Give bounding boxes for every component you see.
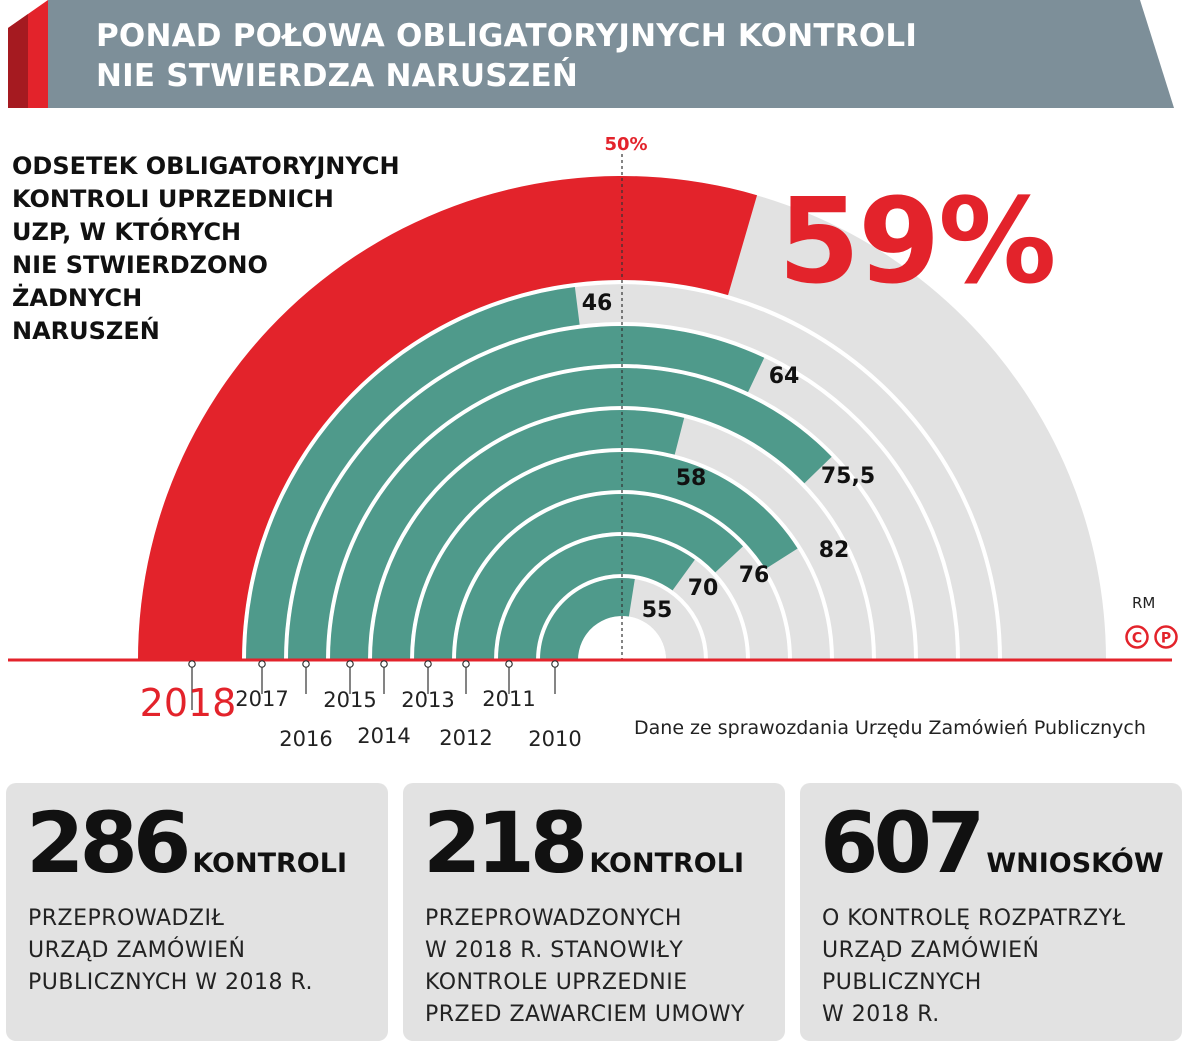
year-label-2013: 2013 bbox=[401, 688, 454, 712]
copyright-letter: C bbox=[1132, 631, 1142, 647]
chart-subtitle-line: KONTROLI UPRZEDNICH bbox=[12, 185, 334, 213]
value-label-2015: 75,5 bbox=[821, 464, 875, 489]
stat-description-line: PUBLICZNYCH W 2018 R. bbox=[28, 970, 313, 995]
year-label-2014: 2014 bbox=[357, 724, 410, 748]
stat-description-line: KONTROLE UPRZEDNIE bbox=[425, 970, 688, 995]
stat-description: O KONTROLĘ ROZPATRZYŁ URZĄD ZAMÓWIEŃ PUB… bbox=[822, 903, 1125, 1031]
stat-description-line: URZĄD ZAMÓWIEŃ bbox=[28, 938, 246, 963]
chart-subtitle-line: UZP, W KTÓRYCH bbox=[12, 218, 242, 246]
stat-description-line: PRZEPROWADZIŁ bbox=[28, 906, 225, 931]
value-label-2013: 82 bbox=[819, 538, 850, 563]
bar-2011 bbox=[498, 536, 695, 660]
bar-2017 bbox=[246, 286, 580, 660]
year-label-2010: 2010 bbox=[528, 727, 581, 751]
stat-description: PRZEPROWADZIŁ URZĄD ZAMÓWIEŃ PUBLICZNYCH… bbox=[28, 903, 313, 999]
chart-subtitle-line: ŻADNYCH bbox=[12, 284, 143, 312]
stat-description: PRZEPROWADZONYCH W 2018 R. STANOWIŁY KON… bbox=[425, 903, 745, 1031]
value-label-2011: 70 bbox=[688, 576, 719, 601]
year-label-2018: 2018 bbox=[140, 681, 237, 725]
chart-subtitle-line: ODSETEK OBLIGATORYJNYCH bbox=[12, 152, 400, 180]
page-title-line-1: PONAD POŁOWA OBLIGATORYJNYCH KONTROLI bbox=[96, 18, 918, 54]
chart-hub bbox=[578, 616, 666, 660]
value-label-2016: 64 bbox=[769, 364, 800, 389]
highlight-value-2018: 59% bbox=[778, 172, 1056, 310]
stat-description-line: W 2018 R. bbox=[822, 1002, 940, 1027]
bar-2010 bbox=[540, 578, 635, 660]
bar-2016 bbox=[288, 326, 765, 660]
year-tick-dot-2011 bbox=[505, 660, 513, 668]
stat-number: 607 bbox=[820, 794, 985, 892]
chart-subtitle: ODSETEK OBLIGATORYJNYCH KONTROLI UPRZEDN… bbox=[12, 150, 432, 348]
year-tick-dot-2013 bbox=[424, 660, 432, 668]
stat-unit: KONTROLI bbox=[589, 848, 745, 879]
phonogram-letter: P bbox=[1161, 631, 1171, 647]
stat-number: 286 bbox=[26, 794, 191, 892]
stat-description-line: URZĄD ZAMÓWIEŃ bbox=[822, 938, 1040, 963]
reference-label: 50% bbox=[604, 134, 647, 155]
page-title: PONAD POŁOWA OBLIGATORYJNYCH KONTROLI NI… bbox=[96, 16, 917, 96]
author-initials: RM bbox=[1132, 594, 1156, 612]
year-label-2011: 2011 bbox=[482, 687, 535, 711]
year-label-2016: 2016 bbox=[279, 727, 332, 751]
header-shape bbox=[8, 0, 1174, 108]
source-note: Dane ze sprawozdania Urzędu Zamówień Pub… bbox=[634, 717, 1146, 739]
stat-description-line: PRZED ZAWARCIEM UMOWY bbox=[425, 1002, 745, 1027]
year-tick-dot-2014 bbox=[380, 660, 388, 668]
year-label-2015: 2015 bbox=[323, 688, 376, 712]
year-label-2012: 2012 bbox=[439, 726, 492, 750]
stat-description-line: PUBLICZNYCH bbox=[822, 970, 982, 995]
year-tick-dot-2018 bbox=[188, 660, 196, 668]
header-accent-dark bbox=[8, 14, 28, 108]
chart-bars bbox=[138, 176, 832, 661]
header-banner: PONAD POŁOWA OBLIGATORYJNYCH KONTROLI NI… bbox=[0, 0, 1200, 112]
copyright-logo: C P bbox=[1125, 625, 1178, 649]
stat-card-controls-total: 286 KONTROLI PRZEPROWADZIŁ URZĄD ZAMÓWIEŃ… bbox=[6, 783, 388, 1041]
stat-card-applications: 607 WNIOSKÓW O KONTROLĘ ROZPATRZYŁ URZĄD … bbox=[800, 783, 1182, 1041]
stat-unit: KONTROLI bbox=[192, 848, 348, 879]
bar-2018 bbox=[138, 176, 758, 661]
year-tick-dot-2016 bbox=[302, 660, 310, 668]
value-label-2012: 76 bbox=[739, 563, 770, 588]
copyright-circle bbox=[1125, 625, 1149, 649]
value-label-2010: 55 bbox=[642, 598, 673, 623]
value-label-2017: 46 bbox=[582, 291, 613, 316]
year-tick-dot-2017 bbox=[258, 660, 266, 668]
chart-subtitle-line: NARUSZEŃ bbox=[12, 317, 160, 345]
stat-card-controls-prior: 218 KONTROLI PRZEPROWADZONYCH W 2018 R. S… bbox=[403, 783, 785, 1041]
year-tick-dot-2010 bbox=[551, 660, 559, 668]
header-band bbox=[48, 0, 1174, 108]
phonogram-circle bbox=[1154, 625, 1178, 649]
value-label-2014: 58 bbox=[676, 466, 707, 491]
bar-2015 bbox=[330, 368, 832, 660]
chart-subtitle-line: NIE STWIERDZONO bbox=[12, 251, 268, 279]
year-tick-dot-2015 bbox=[346, 660, 354, 668]
stat-description-line: PRZEPROWADZONYCH bbox=[425, 906, 682, 931]
stat-description-line: O KONTROLĘ ROZPATRZYŁ bbox=[822, 906, 1126, 931]
stat-number: 218 bbox=[423, 794, 588, 892]
page-title-line-2: NIE STWIERDZA NARUSZEŃ bbox=[96, 58, 578, 94]
stat-unit: WNIOSKÓW bbox=[986, 848, 1164, 879]
year-label-2017: 2017 bbox=[235, 687, 288, 711]
year-tick-dot-2012 bbox=[462, 660, 470, 668]
chart-guides bbox=[8, 154, 1172, 710]
bar-2013 bbox=[414, 452, 798, 660]
bar-2014 bbox=[371, 410, 685, 660]
stat-description-line: W 2018 R. STANOWIŁY bbox=[425, 938, 684, 963]
bar-2012 bbox=[456, 494, 744, 660]
